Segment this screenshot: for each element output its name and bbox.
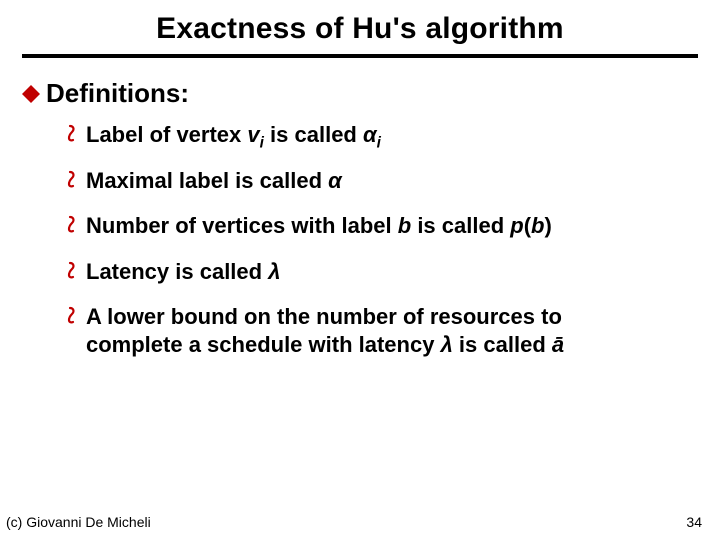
text: Number of vertices with label bbox=[86, 213, 398, 238]
title-area: Exactness of Hu's algorithm bbox=[0, 0, 720, 58]
alpha: α bbox=[328, 168, 342, 193]
lambda: λ bbox=[268, 259, 280, 284]
section-header: Definitions: bbox=[22, 78, 698, 109]
bullet-item-2: Maximal label is called α bbox=[66, 167, 698, 195]
s-bullet-icon bbox=[66, 124, 78, 142]
text: is called bbox=[453, 332, 552, 357]
bullet-list: Label of vertex vi is called αi Maximal … bbox=[66, 121, 698, 358]
var-v: v bbox=[247, 122, 259, 147]
text: complete a schedule with latency bbox=[86, 332, 441, 357]
s-bullet-icon bbox=[66, 215, 78, 233]
alpha: α bbox=[363, 122, 377, 147]
bullet-item-5: A lower bound on the number of resources… bbox=[66, 303, 698, 358]
s-bullet-icon bbox=[66, 170, 78, 188]
slide-title: Exactness of Hu's algorithm bbox=[0, 12, 720, 46]
text: Latency is called bbox=[86, 259, 268, 284]
lambda: λ bbox=[441, 332, 453, 357]
var-b: b bbox=[398, 213, 411, 238]
paren-open: ( bbox=[524, 213, 531, 238]
text: A lower bound on the number of resources… bbox=[86, 304, 562, 329]
a-bar: ā bbox=[552, 332, 564, 357]
text: Maximal label is called bbox=[86, 168, 328, 193]
footer-copyright: (c) Giovanni De Micheli bbox=[6, 514, 151, 530]
section-header-text: Definitions: bbox=[46, 78, 189, 109]
text: Label of vertex bbox=[86, 122, 247, 147]
diamond-bullet-icon bbox=[22, 85, 40, 103]
bullet-item-4: Latency is called λ bbox=[66, 258, 698, 286]
var-b: b bbox=[531, 213, 544, 238]
content-area: Definitions: Label of vertex v i is calle… bbox=[0, 58, 720, 358]
bullet-item-3: Number of vertices with label b is calle… bbox=[66, 212, 698, 240]
slide: Exactness of Hu's algorithm Definitions:… bbox=[0, 0, 720, 540]
var-p: p bbox=[510, 213, 523, 238]
sub-i: i bbox=[377, 134, 381, 151]
s-bullet-icon bbox=[66, 261, 78, 279]
text: is called bbox=[264, 122, 363, 147]
bullet-item-1: Label of vertex vi is called αi bbox=[66, 121, 698, 149]
footer-page-number: 34 bbox=[686, 514, 702, 530]
paren-close: ) bbox=[545, 213, 552, 238]
s-bullet-icon bbox=[66, 306, 78, 324]
text: is called bbox=[411, 213, 510, 238]
